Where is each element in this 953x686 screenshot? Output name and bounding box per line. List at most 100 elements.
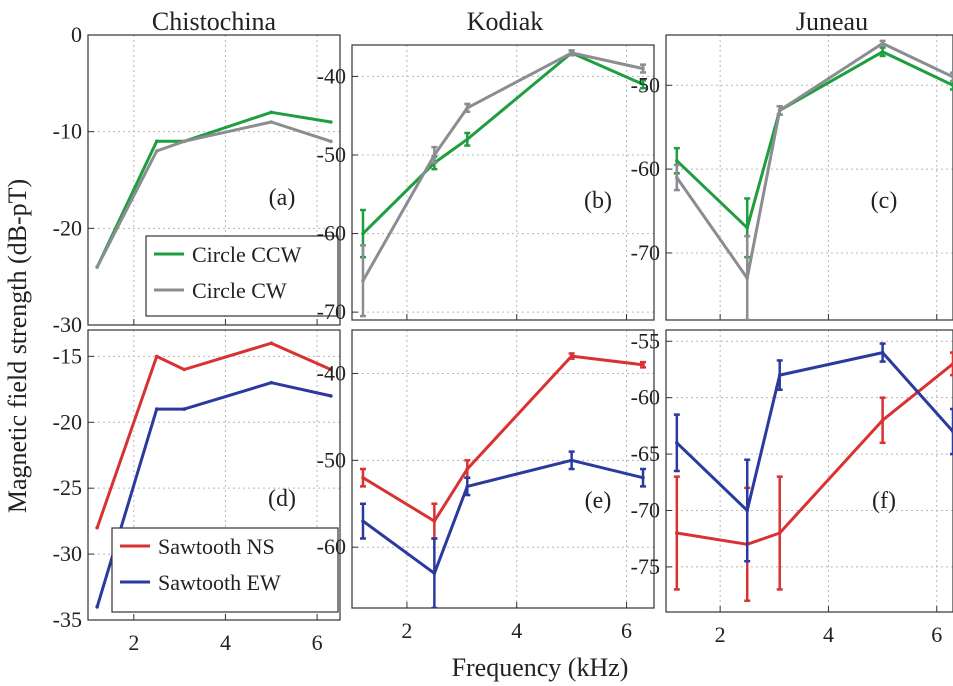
data-point — [95, 265, 99, 269]
panels-group: 0 -10 -20 -30 Chistochina (a) Circle CCW Circle… — [53, 7, 953, 655]
panel-label: (c) — [871, 188, 898, 214]
data-point — [329, 139, 333, 144]
y-tick-label: -35 — [53, 607, 82, 632]
y-tick-label: -60 — [317, 534, 346, 559]
data-point — [745, 276, 750, 280]
x-tick-label: 6 — [312, 630, 323, 655]
axes-frame — [665, 329, 953, 613]
x-tick-label: 6 — [931, 622, 942, 647]
y-tick-label: -60 — [631, 156, 660, 181]
data-point — [95, 605, 99, 609]
panel-label: (b) — [584, 188, 612, 214]
data-point — [569, 51, 574, 55]
legend-label: Circle CCW — [192, 242, 302, 267]
y-tick-label: -20 — [53, 409, 82, 434]
data-point — [95, 525, 99, 530]
data-point — [675, 441, 679, 445]
data-point — [880, 350, 885, 355]
figure-xlabel: Frequency (kHz) — [452, 653, 629, 682]
data-point — [154, 149, 159, 153]
axes-frame — [351, 44, 655, 321]
y-tick-label: -65 — [631, 441, 660, 466]
data-point — [641, 362, 645, 367]
y-tick-label: -50 — [317, 447, 346, 472]
data-point — [329, 367, 333, 372]
axes-frame — [87, 34, 341, 326]
series-line — [675, 50, 953, 230]
x-tick-label: 4 — [220, 630, 231, 655]
legend-label: Circle CW — [192, 278, 287, 303]
data-point — [182, 407, 187, 411]
data-point — [880, 49, 885, 54]
data-point — [269, 341, 274, 345]
data-point — [777, 373, 782, 377]
data-point — [465, 484, 470, 489]
data-point — [641, 66, 645, 71]
y-tick-label: -40 — [317, 63, 346, 88]
y-tick-label: -70 — [317, 299, 346, 324]
x-tick-label: 2 — [715, 622, 726, 647]
series-line — [362, 458, 644, 575]
figure-ylabel: Magnetic field strength (dB-pT) — [3, 179, 32, 513]
x-tick-label: 2 — [128, 630, 139, 655]
data-point — [329, 394, 333, 398]
y-tick-label: -40 — [317, 360, 346, 385]
y-tick-label: -70 — [631, 497, 660, 522]
legend-box — [111, 527, 339, 613]
panel-label: (a) — [269, 185, 296, 211]
series-line — [675, 41, 953, 280]
y-tick-label: -55 — [631, 328, 660, 353]
data-point — [432, 153, 437, 157]
data-point — [361, 475, 365, 480]
data-point — [182, 139, 187, 144]
panel-title: Juneau — [796, 7, 868, 36]
y-tick-label: -50 — [631, 72, 660, 97]
axes-frame — [87, 329, 341, 621]
panel-a: 0 -10 -20 -30 Chistochina (a) Circle CCW Circle… — [53, 7, 341, 337]
data-point — [641, 82, 645, 87]
y-tick-label: -30 — [53, 541, 82, 566]
plot-area — [95, 110, 333, 269]
x-tick-label: 6 — [621, 618, 632, 643]
axes-frame — [665, 34, 953, 321]
panel-b: -40 -50 -60 -70 Kodiak (b) — [317, 7, 655, 324]
data-point — [361, 519, 365, 523]
data-point — [432, 571, 437, 576]
x-tick-label: 4 — [823, 622, 834, 647]
data-point — [154, 354, 159, 359]
y-tick-label: -70 — [631, 240, 660, 265]
plot-area — [359, 352, 647, 608]
panel-label: (f) — [872, 488, 896, 514]
panel-label: (d) — [268, 486, 296, 512]
y-tick-label: -60 — [317, 221, 346, 246]
y-tick-label: 0 — [71, 22, 82, 47]
data-point — [269, 110, 274, 115]
data-point — [675, 158, 679, 163]
y-tick-label: -60 — [631, 385, 660, 410]
y-tick-label: -50 — [317, 142, 346, 167]
panel-f: -55 -60 -65 -70 -75 2 4 6 (f) — [631, 328, 953, 647]
data-point — [675, 531, 679, 535]
plot-area — [673, 39, 953, 320]
data-point — [465, 137, 470, 142]
data-point — [269, 380, 274, 385]
y-tick-label: -30 — [53, 312, 82, 337]
data-point — [641, 475, 645, 480]
axes-frame — [351, 329, 655, 609]
y-tick-label: -10 — [53, 119, 82, 144]
data-point — [745, 225, 750, 230]
data-point — [329, 120, 333, 124]
panel-d: -15 -20 -25 -30 -35 2 4 6 (d) Sawtooth NS Sawtooth… — [53, 329, 341, 655]
legend-box — [145, 235, 339, 317]
data-point — [880, 41, 885, 46]
plot-area — [95, 341, 333, 609]
data-point — [777, 531, 782, 535]
data-point — [465, 106, 470, 110]
data-point — [432, 519, 437, 523]
data-point — [569, 354, 574, 358]
panel-c: -50 -60 -70 Juneau (c) — [631, 7, 953, 321]
legend-label: Sawtooth EW — [158, 570, 281, 595]
data-point — [777, 108, 782, 113]
data-point — [361, 231, 365, 236]
